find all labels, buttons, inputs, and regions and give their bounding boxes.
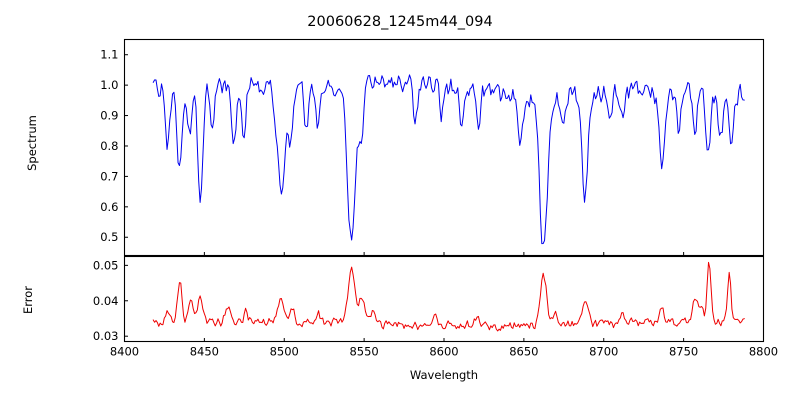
error-y-tick-label: 0.05 <box>93 258 119 272</box>
x-tick-label: 8800 <box>749 345 778 359</box>
x-tick-label: 8600 <box>429 345 458 359</box>
spectrum-y-tick-label: 1.1 <box>100 48 118 62</box>
wavelength-axis-label: Wavelength <box>409 368 479 382</box>
x-tick-label: 8700 <box>589 345 618 359</box>
error-y-tick-label: 0.04 <box>93 294 119 308</box>
error-y-tick-label: 0.03 <box>93 329 119 343</box>
spectrum-y-tick-label: 0.8 <box>100 139 118 153</box>
spectrum-y-tick-label: 1.0 <box>100 78 118 92</box>
error-trace <box>152 261 745 332</box>
spectrum-trace <box>152 74 745 245</box>
x-tick-label: 8450 <box>190 345 219 359</box>
spectrum-y-tick-label: 0.6 <box>100 200 118 214</box>
x-tick-label: 8750 <box>669 345 698 359</box>
spectrum-y-tick-label: 0.7 <box>100 169 118 183</box>
spectrum-y-tick-label: 0.5 <box>100 230 118 244</box>
spectrum-y-tick-label: 0.9 <box>100 109 118 123</box>
x-tick-label: 8550 <box>349 345 378 359</box>
x-tick-label: 8400 <box>110 345 139 359</box>
figure-title: 20060628_1245m44_094 <box>307 14 493 30</box>
x-tick-label: 8500 <box>270 345 299 359</box>
x-tick-label: 8650 <box>509 345 538 359</box>
